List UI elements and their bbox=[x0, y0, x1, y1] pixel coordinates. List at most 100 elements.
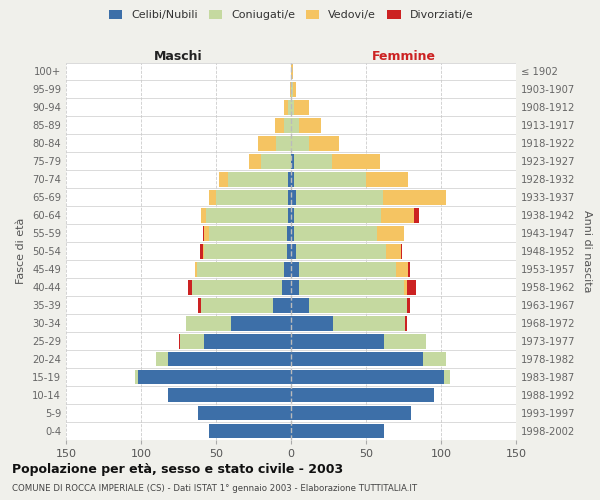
Bar bbox=[219, 172, 228, 186]
Bar bbox=[299, 262, 396, 276]
Bar bbox=[199, 244, 203, 258]
Bar bbox=[291, 424, 384, 438]
Bar bbox=[291, 136, 309, 151]
Bar bbox=[203, 244, 204, 258]
Bar bbox=[275, 118, 284, 133]
Bar bbox=[309, 136, 339, 151]
Bar bbox=[287, 226, 291, 240]
Bar bbox=[294, 172, 366, 186]
Bar bbox=[201, 208, 205, 222]
Bar bbox=[228, 172, 288, 186]
Bar bbox=[291, 388, 433, 402]
Bar bbox=[396, 262, 408, 276]
Bar bbox=[404, 280, 407, 294]
Bar bbox=[291, 334, 384, 348]
Bar bbox=[195, 262, 197, 276]
Bar bbox=[287, 244, 291, 258]
Bar bbox=[135, 370, 138, 384]
Bar bbox=[384, 334, 426, 348]
Bar bbox=[291, 352, 423, 366]
Bar bbox=[276, 136, 291, 151]
Bar bbox=[294, 226, 377, 240]
Bar bbox=[197, 262, 284, 276]
Bar bbox=[407, 298, 409, 312]
Bar bbox=[291, 100, 294, 115]
Bar bbox=[216, 190, 288, 204]
Bar bbox=[401, 244, 402, 258]
Bar bbox=[444, 370, 450, 384]
Bar bbox=[231, 316, 291, 330]
Bar bbox=[407, 280, 415, 294]
Bar bbox=[290, 82, 291, 97]
Bar bbox=[291, 370, 444, 384]
Bar bbox=[288, 172, 291, 186]
Bar bbox=[408, 262, 409, 276]
Bar bbox=[291, 82, 293, 97]
Bar bbox=[288, 190, 291, 204]
Bar bbox=[198, 298, 201, 312]
Bar bbox=[299, 280, 404, 294]
Bar bbox=[333, 316, 405, 330]
Bar bbox=[414, 208, 419, 222]
Bar bbox=[258, 136, 276, 151]
Y-axis label: Anni di nascita: Anni di nascita bbox=[582, 210, 592, 292]
Bar bbox=[288, 208, 291, 222]
Bar bbox=[291, 280, 299, 294]
Bar bbox=[209, 226, 287, 240]
Bar bbox=[383, 190, 445, 204]
Bar bbox=[294, 154, 331, 168]
Bar bbox=[331, 154, 380, 168]
Bar bbox=[180, 334, 204, 348]
Bar bbox=[138, 370, 291, 384]
Bar bbox=[296, 244, 386, 258]
Text: Maschi: Maschi bbox=[154, 50, 203, 62]
Bar bbox=[291, 208, 294, 222]
Bar bbox=[291, 64, 293, 79]
Bar bbox=[296, 190, 383, 204]
Bar bbox=[209, 190, 216, 204]
Bar bbox=[204, 334, 291, 348]
Bar bbox=[198, 406, 291, 420]
Bar bbox=[291, 118, 299, 133]
Bar bbox=[273, 298, 291, 312]
Bar bbox=[291, 190, 296, 204]
Bar bbox=[293, 82, 296, 97]
Bar bbox=[284, 262, 291, 276]
Bar bbox=[423, 352, 445, 366]
Bar bbox=[205, 208, 288, 222]
Bar bbox=[261, 154, 291, 168]
Bar bbox=[294, 100, 309, 115]
Bar bbox=[291, 406, 411, 420]
Bar bbox=[405, 316, 407, 330]
Bar bbox=[291, 316, 333, 330]
Bar bbox=[168, 352, 291, 366]
Bar bbox=[291, 244, 296, 258]
Bar bbox=[377, 226, 404, 240]
Bar bbox=[192, 280, 282, 294]
Bar bbox=[381, 208, 414, 222]
Legend: Celibi/Nubili, Coniugati/e, Vedovi/e, Divorziati/e: Celibi/Nubili, Coniugati/e, Vedovi/e, Di… bbox=[109, 10, 473, 20]
Bar bbox=[187, 280, 192, 294]
Text: COMUNE DI ROCCA IMPERIALE (CS) - Dati ISTAT 1° gennaio 2003 - Elaborazione TUTTI: COMUNE DI ROCCA IMPERIALE (CS) - Dati IS… bbox=[12, 484, 417, 493]
Bar bbox=[186, 316, 231, 330]
Bar bbox=[309, 298, 407, 312]
Bar bbox=[291, 298, 309, 312]
Bar bbox=[201, 298, 273, 312]
Bar bbox=[284, 100, 288, 115]
Bar bbox=[299, 118, 321, 133]
Bar bbox=[386, 244, 401, 258]
Text: Popolazione per età, sesso e stato civile - 2003: Popolazione per età, sesso e stato civil… bbox=[12, 462, 343, 475]
Bar bbox=[179, 334, 180, 348]
Bar bbox=[203, 226, 204, 240]
Text: Femmine: Femmine bbox=[371, 50, 436, 62]
Bar bbox=[291, 262, 299, 276]
Bar bbox=[294, 208, 381, 222]
Bar bbox=[291, 226, 294, 240]
Bar bbox=[291, 172, 294, 186]
Bar bbox=[288, 100, 291, 115]
Bar bbox=[366, 172, 408, 186]
Bar bbox=[282, 280, 291, 294]
Bar bbox=[249, 154, 261, 168]
Bar bbox=[291, 154, 294, 168]
Bar bbox=[204, 226, 209, 240]
